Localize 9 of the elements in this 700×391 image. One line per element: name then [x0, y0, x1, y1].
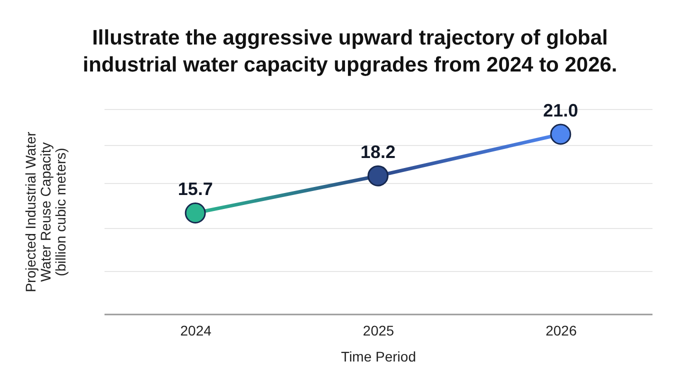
x-axis-title: Time Period	[341, 348, 416, 364]
chart-title: Illustrate the aggressive upward trajectory of global industrial water capacity upgrades from 2024 to 2026.	[82, 26, 618, 76]
data-label: 15.7	[178, 178, 213, 199]
data-label: 18.2	[360, 142, 396, 162]
data-label: 21.0	[543, 100, 578, 120]
x-tick-label: 2025	[362, 322, 394, 338]
x-tick-label: 2024	[180, 322, 212, 338]
x-tick-label: 2026	[546, 322, 577, 338]
y-axis-title: Projected Industrial Water Water Reuse Capacity (billion cubic meters)	[22, 131, 68, 292]
